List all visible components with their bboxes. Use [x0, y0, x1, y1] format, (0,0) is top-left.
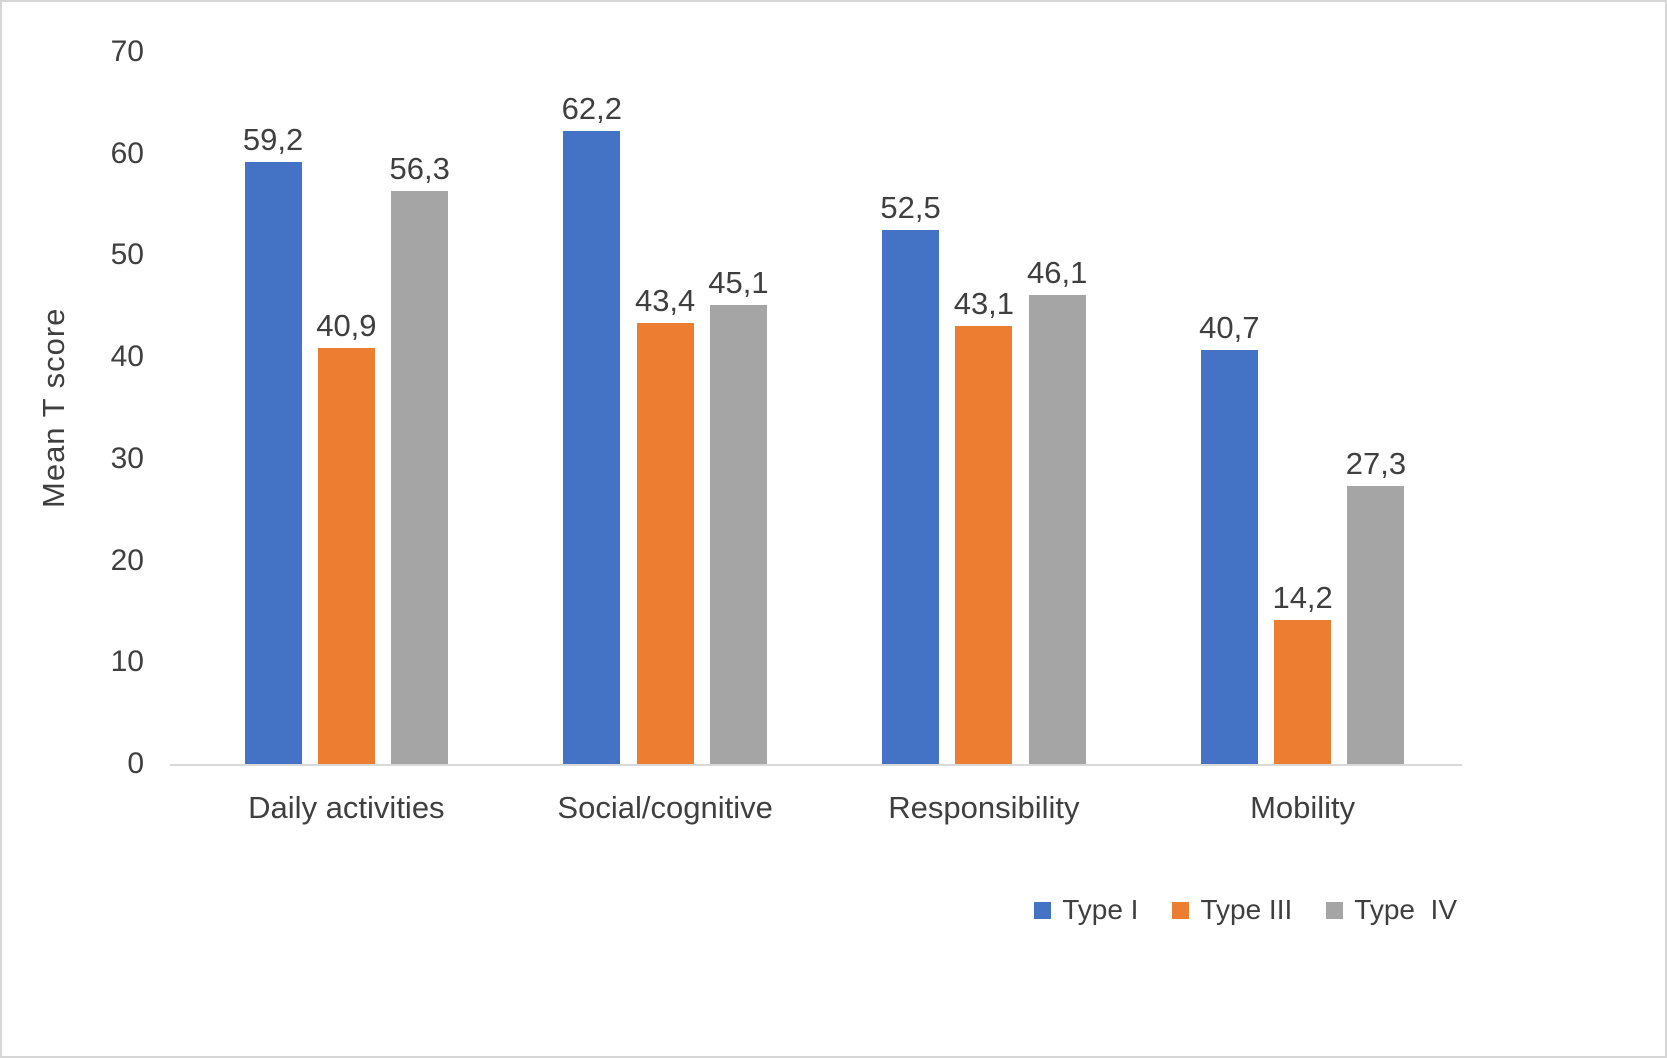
bar-type-iii — [1274, 619, 1332, 764]
y-tick-label: 70 — [110, 35, 144, 68]
y-axis-tick-labels: 0 10 20 30 40 50 60 70 — [2, 37, 162, 779]
data-label: 62,2 — [561, 91, 622, 127]
bar-type-i — [563, 131, 621, 764]
y-tick-label: 40 — [110, 340, 144, 374]
data-label: 27,3 — [1345, 446, 1407, 482]
legend-label: Type IV — [1354, 894, 1457, 925]
x-category-label: Social/cognitive — [557, 790, 773, 825]
bar-with-label: 45,1 — [708, 265, 769, 764]
data-label: 43,1 — [953, 285, 1015, 321]
data-label: 45,1 — [708, 265, 769, 301]
legend-item: Type I — [1034, 894, 1138, 926]
x-category-label: Daily activities — [248, 790, 445, 825]
bar-with-label: 59,2 — [243, 124, 303, 764]
x-category-label: Mobility — [1250, 790, 1356, 825]
bar-type-iv — [709, 305, 767, 764]
y-tick-label: 60 — [110, 136, 144, 170]
x-axis-line — [170, 764, 1462, 766]
plot-area: 59,2 40,9 56,3 62,2 43,4 45,1 52,5 43,1 46,1 40,7… — [187, 52, 1462, 764]
legend-label: Type I — [1062, 894, 1139, 925]
bar-with-label: 46,1 — [1027, 257, 1087, 764]
y-tick-label: 50 — [110, 238, 144, 272]
data-label: 40,9 — [316, 308, 377, 343]
bar-type-i — [244, 161, 302, 764]
data-label: 40,7 — [1199, 310, 1260, 346]
bar-type-iv — [1028, 295, 1086, 764]
bar-type-iv — [1347, 486, 1405, 764]
bar-with-label: 43,4 — [635, 285, 695, 764]
legend-label: Type III — [1200, 894, 1293, 925]
legend-swatch — [1034, 901, 1052, 919]
legend: Type I Type III Type IV — [1034, 894, 1457, 926]
data-label: 52,5 — [880, 190, 941, 225]
bar-with-label: 40,7 — [1199, 312, 1259, 764]
bar-group: 59,2 40,9 56,3 — [187, 52, 506, 764]
legend-swatch — [1326, 901, 1344, 919]
bar-type-i — [882, 230, 940, 764]
bar-type-iii — [636, 322, 694, 764]
legend-item: Type III — [1172, 894, 1292, 926]
bar-with-label: 27,3 — [1346, 448, 1406, 764]
data-label: 14,2 — [1272, 579, 1333, 615]
y-tick-label: 10 — [110, 645, 144, 679]
data-label: 56,3 — [389, 151, 450, 187]
bar-with-label: 52,5 — [880, 190, 941, 764]
bar-group: 62,2 43,4 45,1 — [506, 52, 825, 764]
bar-type-iii — [955, 325, 1013, 764]
y-tick-label: 20 — [110, 543, 144, 577]
bar-group: 52,5 43,1 46,1 — [825, 52, 1144, 764]
legend-swatch — [1172, 901, 1190, 919]
bar-with-label: 62,2 — [562, 93, 622, 764]
bar-type-iv — [391, 191, 449, 764]
bar-with-label: 43,1 — [954, 288, 1014, 764]
bar-with-label: 56,3 — [390, 153, 450, 764]
bar-with-label: 40,9 — [316, 308, 377, 764]
y-tick-label: 30 — [110, 441, 144, 475]
data-label: 46,1 — [1027, 255, 1088, 291]
bar-type-i — [1200, 350, 1258, 764]
data-label: 43,4 — [634, 282, 696, 318]
legend-item: Type IV — [1326, 894, 1457, 926]
y-tick-label: 0 — [127, 747, 144, 780]
data-label: 59,2 — [242, 121, 304, 157]
bar-group: 40,7 14,2 27,3 — [1143, 52, 1462, 764]
x-axis-category-labels: Daily activities Social/cognitive Responsi… — [187, 790, 1462, 826]
x-category-label: Responsibility — [888, 790, 1080, 825]
bar-with-label: 14,2 — [1272, 579, 1333, 764]
bar-type-iii — [317, 348, 375, 764]
